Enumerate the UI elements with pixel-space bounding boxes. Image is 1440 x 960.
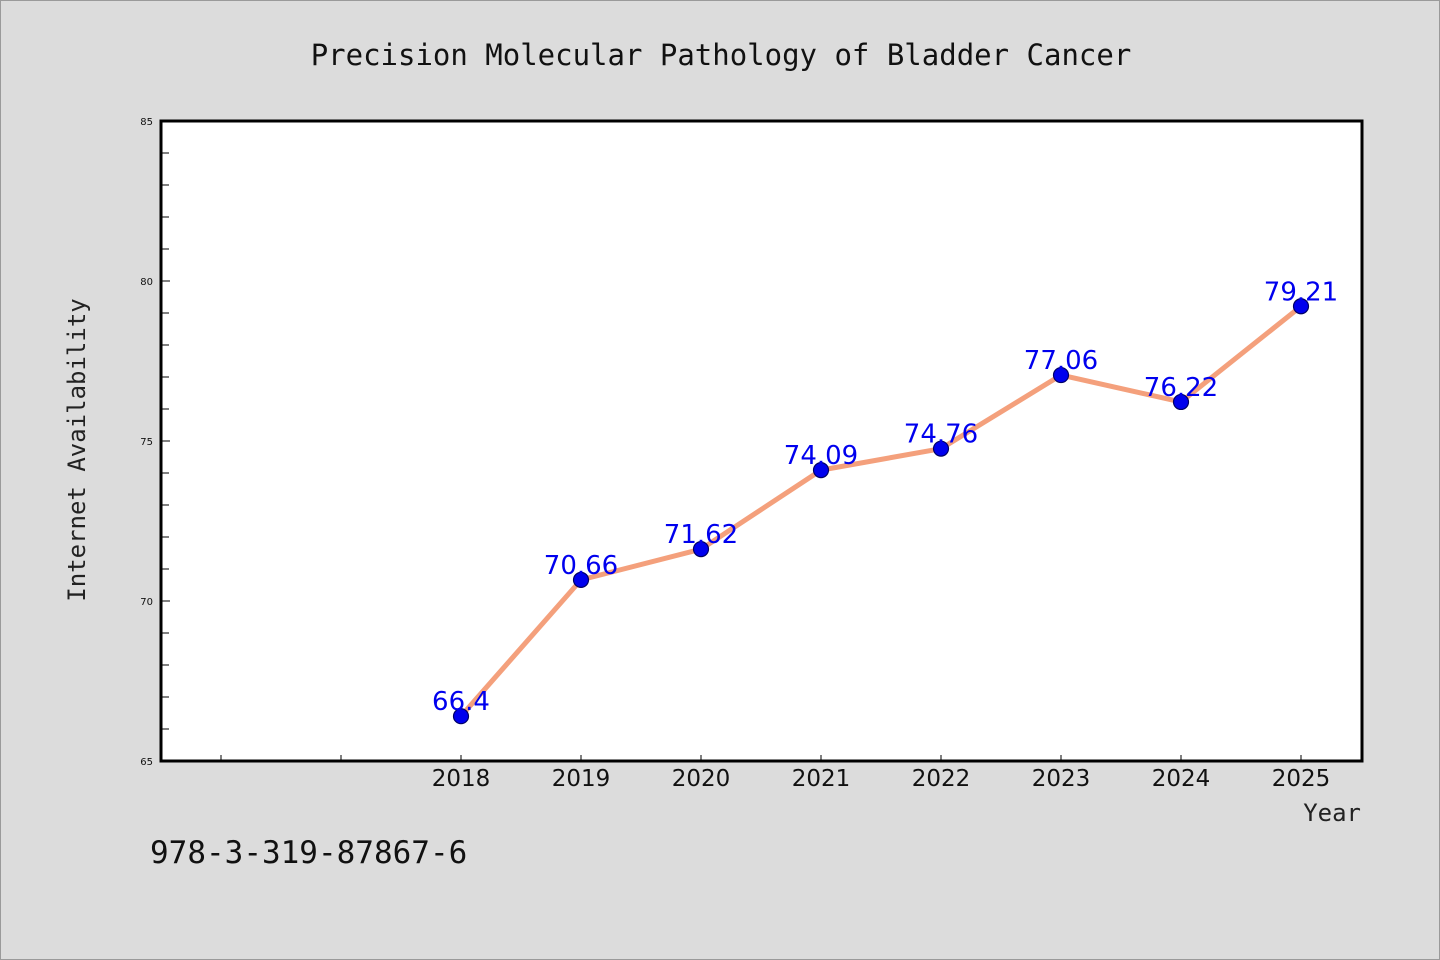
x-tick-label: 2022 [912, 766, 971, 792]
y-tick-label: 80 [140, 277, 153, 288]
data-point [1052, 366, 1070, 384]
y-tick-label: 85 [140, 117, 153, 128]
data-point [932, 440, 950, 457]
data-label: 71.62 [664, 520, 738, 550]
y-axis-label: Internet Availability [63, 298, 91, 601]
data-point [452, 708, 470, 725]
data-label: 66.4 [432, 687, 490, 717]
plot-area [159, 119, 1364, 763]
x-tick-label: 2023 [1032, 766, 1091, 792]
series-line-layer [459, 304, 1303, 718]
data-label: 77.06 [1024, 346, 1098, 376]
series-line [459, 304, 1303, 718]
isbn-footer: 978-3-319-87867-6 [150, 835, 468, 871]
x-tick-label: 2019 [552, 766, 611, 792]
data-label: 79.21 [1264, 277, 1338, 307]
chart-title: Precision Molecular Pathology of Bladder… [311, 38, 1132, 72]
data-point [692, 541, 710, 558]
data-point [572, 571, 590, 588]
data-label: 76.22 [1144, 373, 1218, 403]
data-point [1292, 298, 1310, 315]
axis-ticks: 65 70 75 80 85 2018 2019 2020 2021 2022 2023 2024 20… [140, 117, 1330, 792]
x-tick-label: 2021 [792, 766, 851, 792]
x-tick-label: 2020 [672, 766, 731, 792]
data-point [1172, 393, 1190, 411]
data-labels: 66.4 70.66 71.62 74.09 74.76 77.06 76.22 79.21 [432, 277, 1338, 717]
y-tick-label: 70 [140, 597, 153, 608]
data-label: 74.76 [904, 420, 978, 450]
x-tick-label: 2024 [1152, 766, 1211, 792]
data-label: 70.66 [544, 551, 618, 581]
y-tick-label: 75 [140, 437, 153, 448]
y-tick-label: 65 [140, 757, 153, 768]
data-label: 74.09 [784, 441, 858, 471]
data-point [812, 462, 830, 479]
x-tick-label: 2025 [1272, 766, 1331, 792]
series-markers [452, 298, 1310, 725]
x-axis-label: Year [1303, 799, 1361, 827]
x-tick-label: 2018 [432, 766, 491, 792]
